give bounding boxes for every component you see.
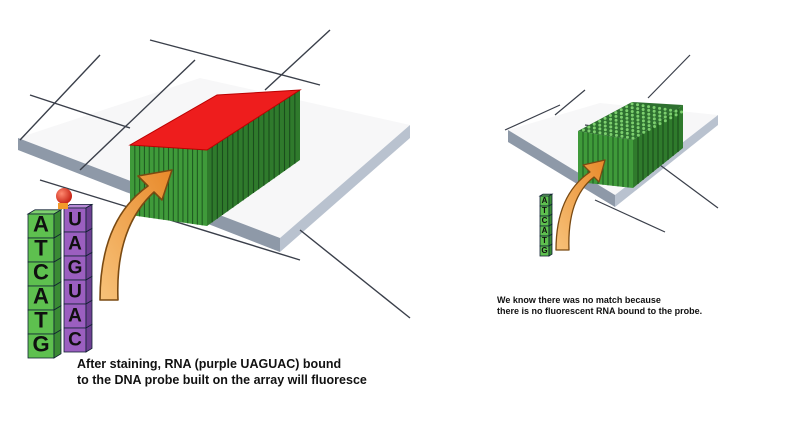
rna-base-g: G — [63, 251, 93, 281]
dna-base-a: A — [538, 193, 554, 207]
left-caption-line-1: After staining, RNA (purple UAGUAC) boun… — [77, 357, 342, 371]
right-caption-line-1: We know there was no match because — [497, 295, 661, 305]
rna-base-a: A — [63, 227, 93, 257]
right-arrow — [555, 159, 606, 251]
dna-base-a: A — [27, 281, 62, 311]
dna-base-g: G — [27, 329, 62, 359]
fluorescent-marker — [56, 188, 72, 204]
dna-base-t: T — [539, 233, 553, 247]
dna-base-t: T — [27, 305, 62, 335]
rna-base-letter: A — [68, 233, 82, 254]
dna-base-letter: G — [32, 331, 49, 356]
dna-base-letter: T — [34, 235, 48, 260]
dna-base-letter: C — [33, 259, 49, 284]
dna-base-a: A — [539, 223, 553, 237]
dna-base-letter: G — [541, 246, 547, 255]
dna-base-letter: A — [542, 196, 548, 205]
dna-base-g: G — [539, 243, 553, 257]
dna-base-c: C — [27, 257, 62, 287]
dna-base-a: A — [26, 209, 63, 239]
right-caption: We know there was no match because there… — [497, 295, 787, 317]
dna-base-letter: A — [33, 283, 49, 308]
dna-base-letter: T — [542, 236, 547, 245]
fluorescent-probe-top — [130, 90, 300, 150]
dna-base-t: T — [27, 233, 62, 263]
rna-base-c: C — [63, 323, 93, 353]
rna-base-letter: A — [68, 305, 82, 326]
right-probe-block — [578, 102, 684, 188]
rna-base-letter: U — [68, 209, 82, 230]
rna-base-a: A — [63, 299, 93, 329]
dna-base-letter: T — [34, 307, 48, 332]
rna-base-letter: U — [68, 281, 82, 302]
dna-base-t: T — [539, 203, 553, 217]
marker-linker — [58, 203, 68, 209]
left-caption: After staining, RNA (purple UAGUAC) boun… — [77, 356, 417, 388]
dna-base-letter: C — [542, 216, 548, 225]
dna-base-letter: A — [542, 226, 548, 235]
dna-base-c: C — [539, 213, 553, 227]
dna-base-letter: A — [33, 211, 49, 236]
right-caption-line-2: there is no fluorescent RNA bound to the… — [497, 306, 703, 316]
rna-base-letter: G — [68, 257, 83, 278]
left-rna-strand: UAGUAC — [62, 203, 94, 353]
dna-base-letter: T — [542, 206, 547, 215]
left-caption-line-2: to the DNA probe built on the array will… — [77, 373, 367, 387]
rna-base-u: U — [63, 275, 93, 305]
left-probe-block — [128, 89, 302, 226]
rna-base-u: U — [62, 203, 94, 233]
left-arrow — [99, 169, 173, 301]
rna-base-letter: C — [68, 329, 82, 350]
